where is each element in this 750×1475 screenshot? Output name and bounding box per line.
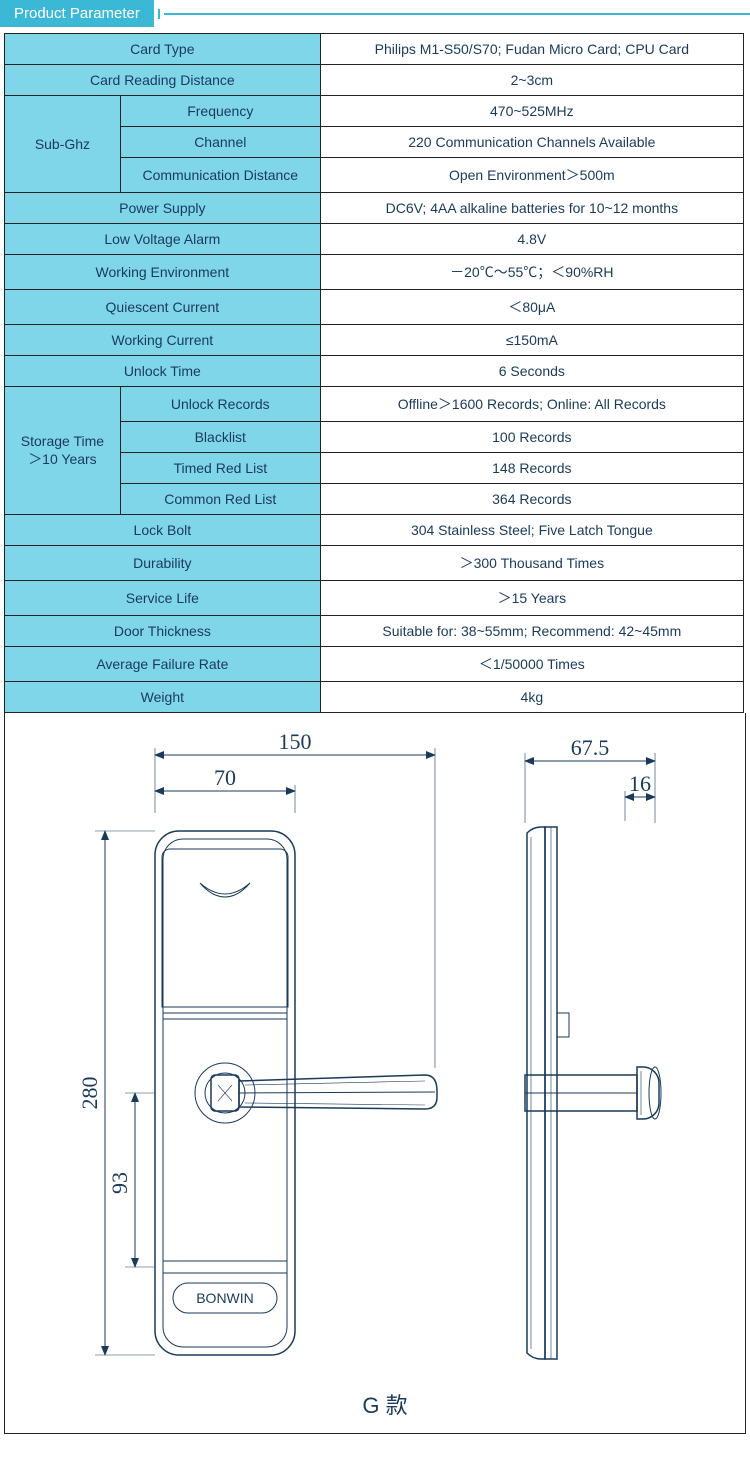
table-row: Average Failure Rate ＜1/50000 Times <box>5 647 744 682</box>
param-value: 6 Seconds <box>320 356 743 387</box>
table-row: Working Current ≤150mA <box>5 325 744 356</box>
table-row: Low Voltage Alarm 4.8V <box>5 224 744 255</box>
param-label: Quiescent Current <box>5 290 321 325</box>
param-group: Sub-Ghz <box>5 96 121 193</box>
param-value: 2~3cm <box>320 65 743 96</box>
table-row: Sub-Ghz Frequency 470~525MHz <box>5 96 744 127</box>
param-label: Average Failure Rate <box>5 647 321 682</box>
param-label: Unlock Time <box>5 356 321 387</box>
param-label: Working Current <box>5 325 321 356</box>
table-row: Card Reading Distance 2~3cm <box>5 65 744 96</box>
header-rule <box>164 13 750 15</box>
param-label: Working Environment <box>5 255 321 290</box>
dim-93: 93 <box>107 1172 132 1194</box>
spec-table: Card Type Philips M1-S50/S70; Fudan Micr… <box>4 33 744 713</box>
header-title: Product Parameter <box>0 0 154 27</box>
param-value: －20℃～55℃；＜90%RH <box>320 255 743 290</box>
param-sublabel: Timed Red List <box>120 453 320 484</box>
table-row: Service Life ＞15 Years <box>5 581 744 616</box>
param-sublabel: Blacklist <box>120 422 320 453</box>
table-row: Durability ＞300 Thousand Times <box>5 546 744 581</box>
dim-280: 280 <box>77 1077 102 1110</box>
brand-text: BONWIN <box>196 1290 254 1306</box>
param-sublabel: Channel <box>120 127 320 158</box>
param-value: 364 Records <box>320 484 743 515</box>
model-label: G 款 <box>362 1393 407 1418</box>
param-sublabel: Communication Distance <box>120 158 320 193</box>
table-row: Storage Time ＞10 Years Unlock Records Of… <box>5 387 744 422</box>
technical-diagram: 150 70 280 93 BONWIN 67.5 16 <box>4 713 746 1434</box>
param-value: Suitable for: 38~55mm; Recommend: 42~45m… <box>320 616 743 647</box>
param-label: Power Supply <box>5 193 321 224</box>
param-sublabel: Unlock Records <box>120 387 320 422</box>
param-label: Card Reading Distance <box>5 65 321 96</box>
dim-150: 150 <box>279 729 312 754</box>
param-value: Open Environment＞500m <box>320 158 743 193</box>
dim-67-5: 67.5 <box>571 735 610 760</box>
param-sublabel: Frequency <box>120 96 320 127</box>
param-value: 4kg <box>320 682 743 713</box>
param-group: Storage Time ＞10 Years <box>5 387 121 515</box>
table-row: Card Type Philips M1-S50/S70; Fudan Micr… <box>5 34 744 65</box>
param-label: Card Type <box>5 34 321 65</box>
group-line: Storage Time <box>21 433 104 449</box>
param-value: ≤150mA <box>320 325 743 356</box>
param-value: 220 Communication Channels Available <box>320 127 743 158</box>
param-value: 4.8V <box>320 224 743 255</box>
header: Product Parameter <box>0 0 750 27</box>
param-value: ＞15 Years <box>320 581 743 616</box>
param-value: 470~525MHz <box>320 96 743 127</box>
param-value: ＞300 Thousand Times <box>320 546 743 581</box>
dim-70: 70 <box>214 765 236 790</box>
param-value: 100 Records <box>320 422 743 453</box>
param-value: ＜1/50000 Times <box>320 647 743 682</box>
table-row: Weight 4kg <box>5 682 744 713</box>
param-label: Lock Bolt <box>5 515 321 546</box>
table-row: Lock Bolt 304 Stainless Steel; Five Latc… <box>5 515 744 546</box>
param-value: DC6V; 4AA alkaline batteries for 10~12 m… <box>320 193 743 224</box>
param-label: Low Voltage Alarm <box>5 224 321 255</box>
param-value: Philips M1-S50/S70; Fudan Micro Card; CP… <box>320 34 743 65</box>
table-row: Power Supply DC6V; 4AA alkaline batterie… <box>5 193 744 224</box>
dim-16: 16 <box>629 771 651 796</box>
group-line: ＞10 Years <box>28 451 97 467</box>
table-row: Unlock Time 6 Seconds <box>5 356 744 387</box>
table-row: Quiescent Current ＜80μA <box>5 290 744 325</box>
table-row: Working Environment －20℃～55℃；＜90%RH <box>5 255 744 290</box>
param-sublabel: Common Red List <box>120 484 320 515</box>
param-value: 304 Stainless Steel; Five Latch Tongue <box>320 515 743 546</box>
param-label: Service Life <box>5 581 321 616</box>
param-value: ＜80μA <box>320 290 743 325</box>
diagram-svg: 150 70 280 93 BONWIN 67.5 16 <box>5 713 745 1433</box>
param-value: Offline＞1600 Records; Online: All Record… <box>320 387 743 422</box>
param-label: Weight <box>5 682 321 713</box>
table-row: Door Thickness Suitable for: 38~55mm; Re… <box>5 616 744 647</box>
param-value: 148 Records <box>320 453 743 484</box>
param-label: Door Thickness <box>5 616 321 647</box>
param-label: Durability <box>5 546 321 581</box>
